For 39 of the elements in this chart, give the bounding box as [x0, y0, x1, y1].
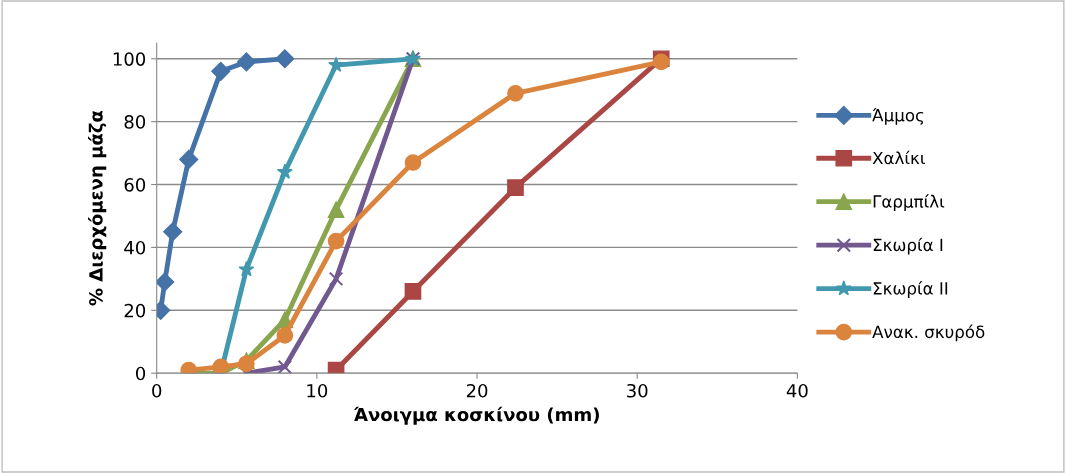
point	[276, 163, 293, 179]
y-axis-title: % Διερχόμενη μάζα	[88, 110, 107, 306]
point	[404, 283, 422, 300]
y-tick-label: 40	[124, 240, 146, 255]
x-tick-label: 40	[786, 383, 808, 398]
point	[236, 52, 256, 72]
legend-label: Ανακ. σκυρόδ	[872, 324, 985, 342]
point	[327, 201, 345, 219]
y-tick-label: 60	[124, 178, 146, 192]
y-tick-label: 20	[124, 303, 146, 318]
x-tick-label: 10	[307, 383, 328, 398]
x-axis-title: Άνοιγμα κοσκίνου (mm)	[354, 406, 599, 425]
legend-label: Γαρμπίλι	[873, 194, 945, 211]
legend-label: Σκωρία Ι	[873, 237, 943, 255]
point	[238, 355, 255, 373]
point	[327, 232, 345, 250]
point	[212, 358, 230, 374]
point	[277, 359, 293, 374]
x-tick-label: 20	[466, 383, 488, 398]
point	[328, 271, 344, 287]
point	[328, 56, 345, 72]
point	[507, 85, 524, 102]
point	[179, 149, 199, 169]
y-tick-label: 0	[135, 366, 146, 381]
y-tick-label: 80	[124, 115, 146, 129]
legend-label: Χαλίκι	[872, 150, 925, 165]
y-tick-label: 100	[113, 52, 146, 66]
point	[404, 154, 422, 171]
point	[275, 49, 295, 69]
point	[276, 327, 294, 344]
point	[211, 61, 231, 81]
x-tick-label: 30	[627, 383, 648, 398]
point	[507, 179, 524, 197]
x-tick-label: 0	[152, 383, 162, 398]
point	[156, 272, 175, 292]
point	[238, 261, 255, 277]
legend-label: Σκωρία ΙΙ	[873, 281, 948, 298]
point	[163, 222, 183, 242]
legend-label: Άμμος	[872, 107, 924, 125]
